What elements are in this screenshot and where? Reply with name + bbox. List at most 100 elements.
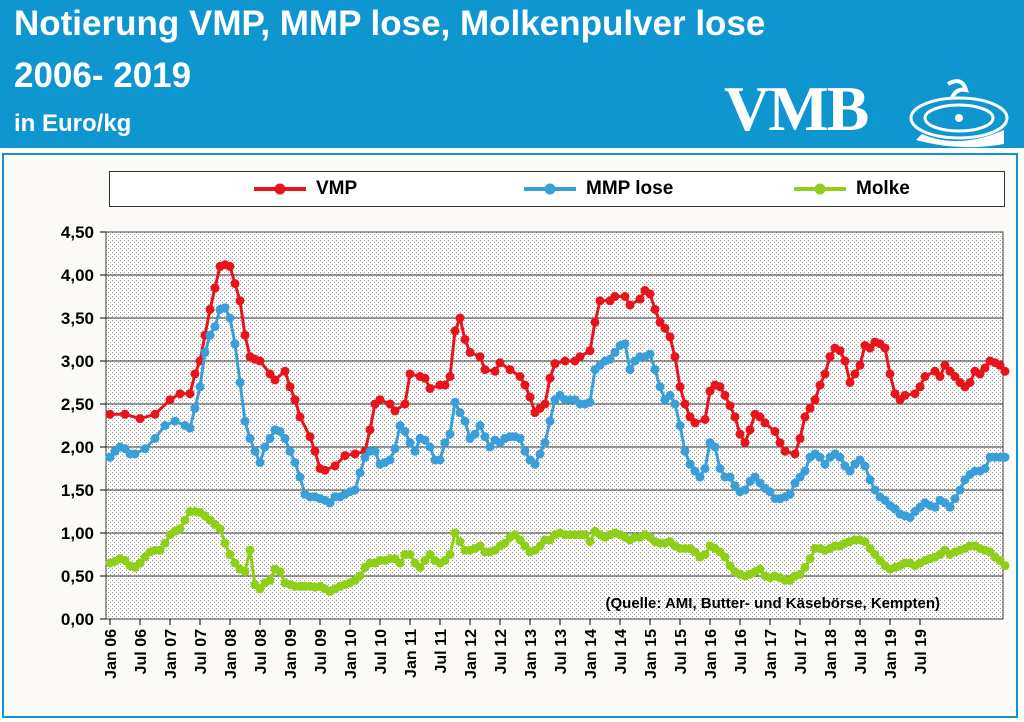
data-point-vmp (715, 382, 725, 392)
data-point-mmp-lose (290, 458, 300, 467)
data-point-vmp (135, 414, 145, 424)
data-point-mmp-lose (605, 354, 615, 364)
data-point-vmp (855, 360, 865, 370)
data-point-vmp (980, 363, 990, 373)
data-point-mmp-lose (250, 446, 260, 456)
x-tick-label: Jan 11 (403, 629, 420, 678)
data-point-vmp (480, 365, 490, 375)
data-point-mmp-lose (695, 472, 705, 482)
data-point-vmp (540, 399, 550, 409)
x-tick-label: Jul 15 (673, 629, 690, 674)
vmb-logo: VMB (724, 73, 1024, 148)
data-point-mmp-lose (680, 446, 690, 456)
data-point-vmp (700, 415, 710, 424)
data-point-vmp (885, 369, 895, 379)
data-point-vmp (825, 352, 835, 362)
data-point-vmp (235, 296, 245, 306)
x-tick-label: Jan 12 (463, 629, 480, 679)
x-tick-label: Jan 10 (343, 629, 360, 679)
data-point-mmp-lose (455, 408, 465, 418)
data-point-mmp-lose (785, 489, 795, 499)
data-point-vmp (815, 380, 825, 390)
x-tick-label: Jul 13 (553, 629, 570, 674)
data-point-vmp (620, 292, 630, 301)
data-point-mmp-lose (255, 458, 265, 467)
x-tick-label: Jan 17 (763, 629, 780, 679)
data-point-molke (585, 537, 595, 547)
data-point-molke (700, 550, 710, 559)
data-point-vmp (390, 406, 400, 416)
data-point-vmp (175, 389, 185, 399)
data-point-mmp-lose (865, 475, 875, 485)
data-point-vmp (810, 395, 820, 405)
data-point-vmp (225, 261, 235, 271)
data-point-mmp-lose (190, 403, 200, 413)
data-point-mmp-lose (235, 378, 245, 387)
data-point-vmp (755, 412, 765, 422)
data-point-mmp-lose (225, 313, 235, 323)
y-tick-label: 4,50 (61, 223, 94, 242)
data-point-molke (475, 541, 485, 551)
data-point-vmp (365, 425, 375, 435)
data-point-mmp-lose (855, 455, 865, 465)
x-tick-label: Jan 13 (523, 629, 540, 679)
data-point-vmp (585, 346, 595, 356)
data-point-molke (180, 515, 190, 525)
data-point-vmp (650, 304, 660, 314)
data-point-molke (870, 550, 880, 559)
y-tick-label: 1,00 (61, 524, 94, 543)
data-point-vmp (330, 461, 340, 471)
data-point-vmp (495, 358, 505, 368)
data-point-vmp (385, 399, 395, 409)
data-point-molke (520, 541, 530, 551)
data-point-mmp-lose (950, 494, 960, 504)
data-point-vmp (550, 359, 560, 369)
data-point-vmp (685, 412, 695, 422)
data-point-vmp (340, 451, 350, 461)
data-point-vmp (680, 399, 690, 409)
data-point-vmp (850, 369, 860, 379)
data-point-vmp (190, 369, 200, 379)
x-tick-label: Jul 17 (793, 629, 810, 674)
data-point-mmp-lose (435, 455, 445, 465)
data-point-vmp (240, 330, 250, 340)
data-point-molke (255, 584, 265, 594)
data-point-vmp (975, 369, 985, 379)
data-point-mmp-lose (245, 433, 255, 443)
x-tick-label: Jul 18 (853, 629, 870, 674)
data-point-mmp-lose (620, 339, 630, 349)
data-point-vmp (460, 335, 470, 344)
legend-marker-mmp (524, 183, 576, 195)
data-point-molke (220, 538, 230, 548)
data-point-mmp-lose (170, 416, 180, 426)
data-point-mmp-lose (265, 433, 275, 443)
data-point-mmp-lose (905, 513, 915, 522)
y-tick-label: 3,00 (61, 352, 94, 371)
data-point-mmp-lose (540, 438, 550, 448)
data-point-molke (395, 558, 405, 568)
data-point-vmp (740, 438, 750, 448)
data-point-mmp-lose (800, 466, 810, 476)
data-point-mmp-lose (790, 478, 800, 488)
x-tick-label: Jan 09 (283, 629, 300, 679)
data-point-mmp-lose (535, 449, 545, 459)
data-point-molke (420, 556, 430, 565)
data-point-vmp (995, 360, 1005, 370)
x-tick-label: Jan 08 (223, 629, 240, 679)
data-point-vmp (655, 317, 665, 327)
data-point-mmp-lose (160, 421, 170, 430)
y-tick-label: 0,00 (61, 610, 94, 629)
x-tick-label: Jul 07 (193, 629, 210, 674)
data-point-mmp-lose (280, 433, 290, 443)
data-point-mmp-lose (475, 421, 485, 430)
data-point-mmp-lose (750, 472, 760, 482)
data-point-mmp-lose (730, 481, 740, 491)
data-point-vmp (890, 389, 900, 399)
data-point-mmp-lose (665, 390, 675, 400)
data-point-vmp (205, 304, 215, 314)
data-point-molke (245, 545, 255, 555)
data-point-molke (415, 562, 425, 572)
data-point-mmp-lose (295, 472, 305, 482)
data-point-vmp (445, 372, 455, 381)
data-point-mmp-lose (200, 347, 210, 357)
